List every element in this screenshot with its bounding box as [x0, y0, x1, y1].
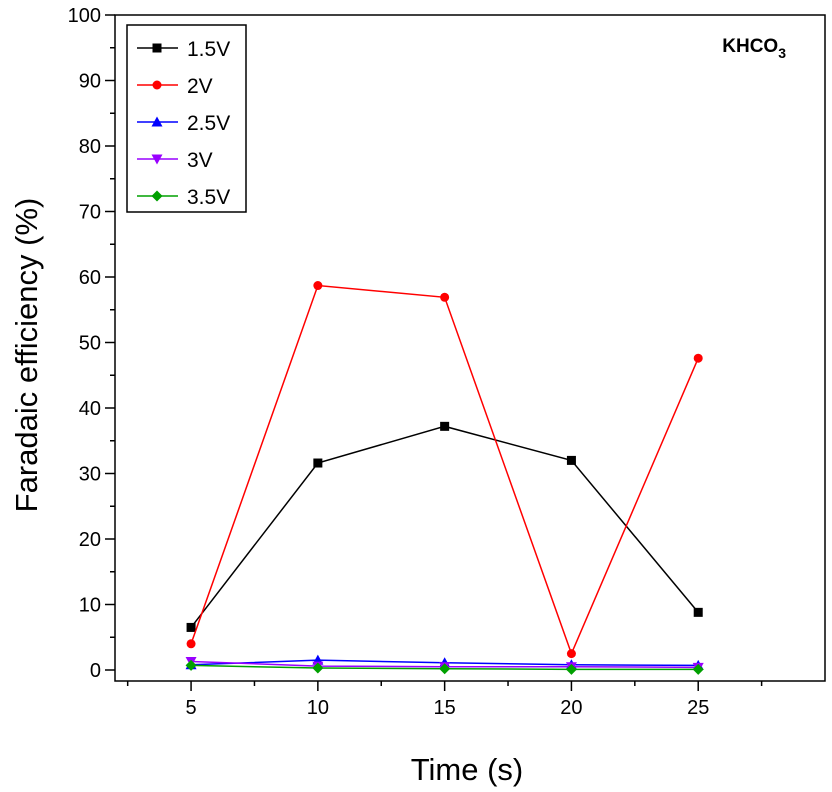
annotation-subscript: 3	[778, 45, 786, 61]
y-tick-label-10: 100	[68, 5, 101, 27]
x-tick-label-1: 10	[307, 697, 329, 719]
series-point-2v-4	[693, 353, 703, 363]
annotation-label: KHCO3	[722, 36, 786, 61]
series-line-1-5v	[190, 425, 699, 628]
legend-item-2v: 2V	[137, 75, 213, 98]
legend-marker-1-5v	[152, 43, 162, 53]
y-axis: 0 10 20 30 40 50 60 70 80 90 100	[68, 5, 115, 682]
series-2v	[186, 281, 703, 659]
legend-label-1-5v: 1.5V	[187, 38, 230, 61]
series-point-2v-0	[186, 639, 196, 649]
series-point-1-5v-4	[693, 607, 703, 617]
y-tick-label-3: 30	[79, 464, 101, 486]
series-point-3-5v-4	[692, 663, 704, 675]
x-axis: 5 10 15 20 25	[126, 681, 763, 719]
legend-marker-2-5v	[151, 116, 163, 127]
y-tick-label-8: 80	[79, 136, 101, 158]
series-point-3-5v-0	[185, 659, 197, 671]
series-line-2v	[190, 284, 699, 656]
y-axis-title: Faradaic efficiency (%)	[9, 198, 44, 513]
x-axis-title: Time (s)	[411, 752, 524, 787]
y-tick-label-2: 20	[79, 529, 101, 551]
y-tick-label-5: 50	[79, 333, 101, 355]
legend-marker-3-5v	[151, 190, 163, 202]
legend-label-3v: 3V	[187, 149, 213, 172]
legend-label-2v: 2V	[187, 75, 213, 98]
series-point-2v-3	[566, 649, 576, 659]
y-tick-label-6: 60	[79, 267, 101, 289]
y-tick-label-0: 0	[90, 660, 101, 682]
series-point-3-5v-3	[565, 663, 577, 675]
legend-label-3-5v: 3.5V	[187, 186, 230, 209]
x-tick-label-3: 20	[560, 697, 582, 719]
series-point-3-5v-1	[312, 662, 324, 674]
legend-marker-2v	[152, 80, 162, 90]
x-tick-label-4: 25	[687, 697, 709, 719]
legend-label-2-5v: 2.5V	[187, 112, 230, 135]
legend-marker-3v	[151, 154, 163, 165]
x-tick-label-0: 5	[186, 697, 197, 719]
y-tick-label-1: 10	[79, 595, 101, 617]
legend: 1.5V 2V 2.5V 3V 3.5V	[126, 24, 247, 213]
plot-frame	[114, 14, 826, 682]
series-1-5v	[186, 421, 703, 632]
series-point-1-5v-1	[313, 458, 323, 468]
series-point-2v-1	[313, 281, 323, 291]
series-point-2v-2	[440, 292, 450, 302]
legend-item-2-5v: 2.5V	[137, 112, 230, 135]
series-point-1-5v-2	[440, 421, 450, 431]
x-tick-label-2: 15	[434, 697, 456, 719]
legend-item-1-5v: 1.5V	[137, 38, 230, 61]
series-point-3-5v-2	[439, 663, 451, 675]
series-layer	[185, 281, 704, 675]
legend-item-3v: 3V	[137, 149, 213, 172]
series-3-5v	[185, 659, 704, 675]
y-tick-label-9: 90	[79, 71, 101, 93]
series-point-1-5v-0	[186, 622, 196, 632]
legend-items: 1.5V 2V 2.5V 3V 3.5V	[137, 38, 230, 209]
legend-item-3-5v: 3.5V	[137, 186, 230, 209]
y-tick-label-4: 40	[79, 398, 101, 420]
y-tick-label-7: 70	[79, 202, 101, 224]
legend-box	[126, 24, 247, 213]
annotation-main: KHCO	[722, 36, 778, 57]
series-point-1-5v-3	[566, 455, 576, 465]
